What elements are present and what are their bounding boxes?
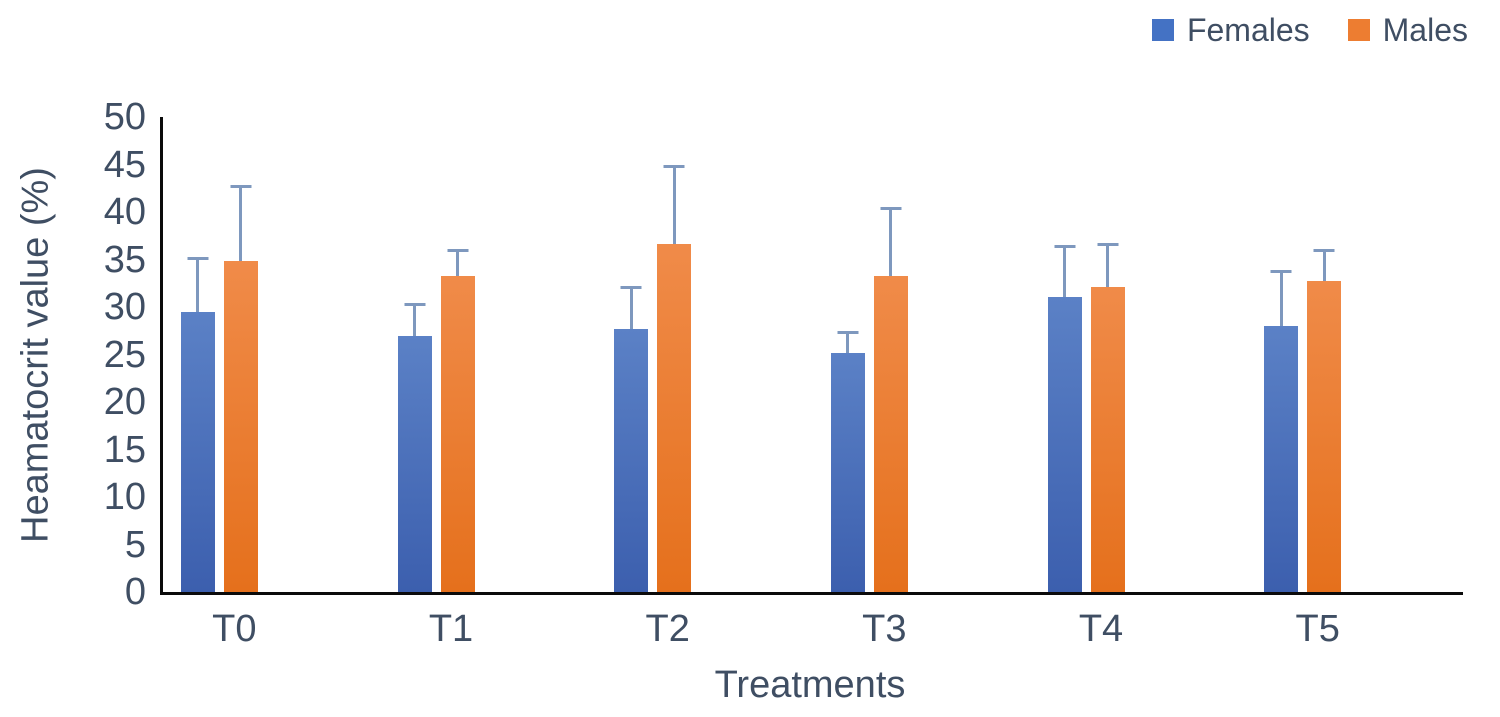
y-tick-40: 40	[103, 191, 146, 233]
bar-males-T0	[223, 185, 258, 592]
error-bar-cap	[1270, 269, 1292, 273]
error-bar-males-T2	[663, 164, 685, 245]
bar-group-T4	[1047, 243, 1125, 592]
error-bar-females-T1	[404, 303, 425, 337]
error-bar-females-T0	[187, 256, 209, 312]
y-tick-5: 5	[124, 523, 146, 566]
error-bar-line	[239, 185, 243, 262]
error-bar-cap	[1097, 243, 1118, 247]
error-bar-line	[1322, 249, 1326, 282]
bar-males-T4	[1090, 243, 1125, 592]
error-bar-cap	[404, 303, 425, 307]
y-tick-35: 35	[103, 238, 146, 281]
x-tick-T2: T2	[645, 608, 690, 650]
legend-item-males: Males	[1347, 12, 1468, 48]
error-bar-line	[889, 207, 893, 276]
error-bar-line	[1279, 269, 1283, 326]
males-swatch-icon	[1347, 19, 1370, 41]
error-bar-females-T4	[1054, 245, 1075, 297]
bar-females-T2	[614, 286, 649, 592]
error-bar-cap	[620, 286, 642, 290]
bar-females-T5	[1264, 269, 1299, 592]
error-bar-line	[1106, 243, 1109, 288]
bar-group-T0	[180, 185, 258, 592]
bar-males-T2	[657, 164, 692, 592]
y-tick-15: 15	[103, 428, 146, 471]
error-bar-females-T5	[1270, 269, 1292, 326]
error-bar-cap	[837, 330, 859, 334]
females-swatch-icon	[1151, 19, 1174, 41]
x-tick-T0: T0	[212, 608, 257, 650]
error-bar-line	[1063, 245, 1066, 297]
plot-area	[160, 117, 1463, 595]
error-bar-line	[672, 164, 676, 245]
error-bar-cap	[1313, 249, 1335, 253]
bar-females-T1	[397, 303, 432, 592]
error-bar-males-T1	[447, 249, 468, 276]
legend-item-females: Females	[1151, 12, 1310, 48]
error-bar-cap	[230, 185, 252, 189]
y-tick-20: 20	[103, 381, 146, 423]
bar-group-T1	[397, 249, 475, 592]
error-bar-cap	[663, 164, 685, 168]
x-axis-title: Treatments	[714, 664, 906, 706]
error-bar-males-T5	[1313, 249, 1335, 282]
legend: Females Males	[1151, 12, 1468, 48]
error-bar-cap	[880, 207, 902, 211]
y-tick-25: 25	[103, 333, 146, 376]
y-tick-50: 50	[103, 96, 146, 138]
error-bar-females-T2	[620, 286, 642, 329]
x-tick-T3: T3	[862, 608, 907, 650]
y-tick-30: 30	[103, 286, 146, 328]
error-bar-females-T3	[837, 330, 859, 353]
y-tick-0: 0	[124, 571, 146, 613]
bar-males-T3	[873, 207, 908, 592]
error-bar-cap	[1054, 245, 1075, 249]
y-tick-45: 45	[103, 143, 146, 186]
error-bar-line	[413, 303, 416, 337]
bar-males-T1	[440, 249, 475, 592]
bar-group-T5	[1264, 249, 1342, 592]
error-bar-cap	[187, 256, 209, 260]
error-bar-line	[196, 256, 200, 312]
x-tick-T1: T1	[428, 608, 474, 650]
legend-label-males: Males	[1382, 12, 1468, 48]
error-bar-line	[456, 249, 459, 276]
error-bar-males-T4	[1097, 243, 1118, 288]
y-tick-10: 10	[103, 476, 146, 518]
error-bar-line	[629, 286, 633, 329]
bar-males-T5	[1307, 249, 1342, 592]
legend-label-females: Females	[1186, 12, 1310, 48]
error-bar-line	[846, 330, 850, 353]
error-bar-cap	[447, 249, 468, 253]
y-axis-tick-labels: 0 5 10 15 20 25 30 35 40 45 50	[0, 98, 146, 611]
bar-females-T3	[830, 330, 865, 592]
bar-females-T0	[180, 256, 215, 592]
error-bar-males-T0	[230, 185, 252, 262]
error-bar-males-T3	[880, 207, 902, 276]
bar-group-T3	[830, 207, 908, 592]
bar-group-T2	[614, 164, 692, 592]
bar-females-T4	[1047, 245, 1082, 592]
x-axis-tick-labels: T0 T1 T2 T3 T4 T5	[160, 610, 1460, 654]
x-tick-T4: T4	[1078, 608, 1124, 650]
x-tick-T5: T5	[1295, 608, 1340, 650]
